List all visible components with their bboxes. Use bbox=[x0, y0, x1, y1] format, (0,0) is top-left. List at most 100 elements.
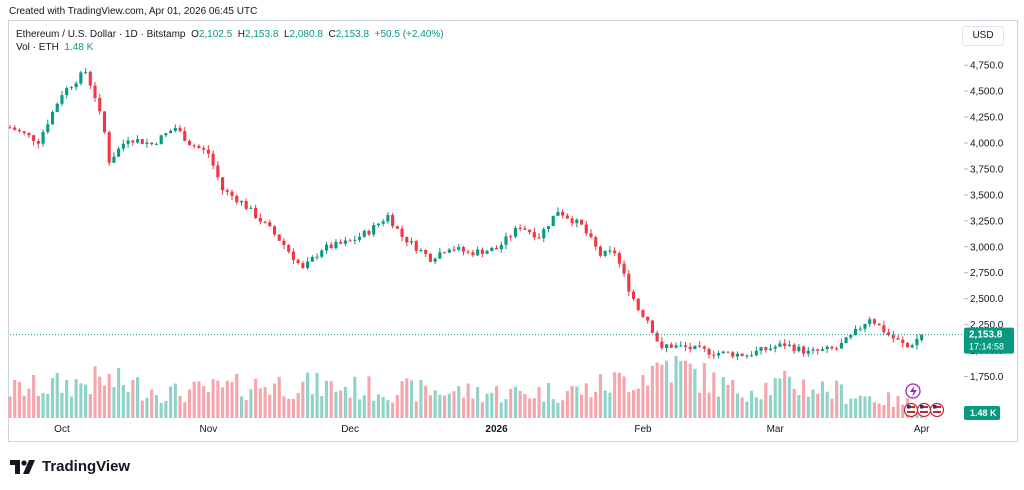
candle-body bbox=[518, 227, 522, 229]
volume-bar bbox=[665, 360, 669, 418]
candle-body bbox=[466, 251, 470, 253]
volume-bar bbox=[849, 398, 853, 418]
candle-body bbox=[887, 332, 891, 336]
volume-bar bbox=[135, 377, 140, 418]
volume-bar bbox=[646, 385, 650, 418]
candle-body bbox=[69, 87, 73, 89]
volume-bar bbox=[636, 388, 640, 418]
candle-body bbox=[646, 316, 650, 321]
candle-body bbox=[660, 341, 664, 349]
open-value: 2,102.5 bbox=[198, 29, 233, 40]
volume-bar bbox=[443, 395, 447, 418]
high-value: 2,153.8 bbox=[245, 29, 279, 40]
volume-bar bbox=[731, 380, 735, 418]
volume-bar bbox=[178, 395, 182, 418]
candle-body bbox=[202, 148, 206, 150]
candle-body bbox=[334, 241, 338, 249]
candle-body bbox=[400, 228, 404, 237]
price-tick-label: 4,250.0 bbox=[970, 113, 1004, 124]
time-axis-label: Feb bbox=[634, 424, 652, 435]
volume-bar bbox=[835, 380, 839, 418]
volume-bar bbox=[509, 388, 513, 418]
time-axis-label: 2026 bbox=[485, 424, 508, 435]
countdown-label: 17:14:58 bbox=[969, 342, 1004, 352]
candle-body bbox=[357, 236, 362, 240]
volume-bar bbox=[282, 396, 286, 418]
volume-bar bbox=[764, 382, 768, 418]
candle-body bbox=[353, 239, 357, 241]
price-tick-label: 3,000.0 bbox=[970, 242, 1004, 253]
volume-bar bbox=[187, 389, 192, 418]
volume-bar bbox=[84, 384, 88, 418]
candle-body bbox=[542, 228, 546, 239]
candle-body bbox=[868, 319, 872, 324]
volume-bar bbox=[542, 401, 546, 418]
volume-bar bbox=[627, 392, 631, 418]
current-volume-label: 1.48 K bbox=[970, 408, 997, 418]
candle-body bbox=[362, 231, 366, 237]
volume-bar bbox=[22, 395, 26, 418]
volume-bar bbox=[310, 394, 314, 418]
candle-body bbox=[140, 139, 144, 144]
volume-bar bbox=[159, 402, 163, 418]
price-tick-label: 3,250.0 bbox=[970, 216, 1004, 227]
candle-body bbox=[169, 130, 173, 134]
candle-body bbox=[221, 177, 225, 191]
tradingview-logo[interactable]: TradingView bbox=[10, 458, 130, 475]
flag-canton bbox=[907, 405, 911, 409]
candle-body bbox=[551, 215, 555, 227]
volume-bar bbox=[594, 391, 598, 418]
volume-bar bbox=[244, 400, 248, 418]
volume-bar bbox=[169, 386, 173, 418]
volume-bar bbox=[858, 395, 862, 418]
volume-bar bbox=[424, 385, 428, 418]
candle-body bbox=[820, 349, 825, 351]
candle-body bbox=[409, 241, 414, 243]
volume-bar bbox=[863, 396, 867, 418]
candle-body bbox=[17, 130, 22, 132]
currency-button[interactable]: USD bbox=[962, 26, 1004, 46]
candle-body bbox=[461, 247, 466, 252]
volume-bar bbox=[414, 401, 418, 418]
created-caption: Created with TradingView.com, Apr 01, 20… bbox=[9, 6, 258, 17]
candle-body bbox=[320, 250, 324, 257]
candle-body bbox=[759, 347, 763, 351]
volume-bar bbox=[721, 377, 725, 418]
volume-bar bbox=[494, 386, 499, 418]
volume-bar bbox=[65, 379, 69, 418]
time-axis-label: Mar bbox=[767, 424, 785, 435]
candle-body bbox=[712, 354, 716, 356]
volume-bar bbox=[55, 372, 59, 418]
open-label: O bbox=[191, 29, 199, 40]
volume-bar bbox=[400, 381, 404, 418]
volume-bar bbox=[36, 395, 40, 418]
candle-body bbox=[438, 252, 442, 259]
volume-bar bbox=[372, 400, 376, 418]
candle-body bbox=[811, 349, 815, 351]
candle-body bbox=[192, 145, 196, 147]
candle-body bbox=[324, 244, 329, 251]
volume-bar bbox=[820, 381, 825, 418]
candle-body bbox=[145, 142, 149, 144]
candle-body bbox=[55, 103, 59, 112]
volume-bar bbox=[622, 376, 626, 418]
volume-bar bbox=[688, 363, 692, 418]
volume-bar bbox=[712, 372, 716, 418]
candle-body bbox=[896, 338, 900, 340]
volume-bar bbox=[27, 388, 31, 418]
candle-body bbox=[603, 250, 607, 256]
candle-body bbox=[239, 201, 244, 203]
volume-bar bbox=[528, 398, 532, 418]
candle-body bbox=[244, 201, 248, 209]
candle-body bbox=[372, 225, 376, 235]
volume-bar bbox=[362, 395, 366, 418]
volume-bar bbox=[490, 392, 494, 418]
candle-body bbox=[655, 332, 659, 342]
price-tick-label: 3,750.0 bbox=[970, 164, 1004, 175]
volume-bar bbox=[315, 372, 319, 418]
candle-body bbox=[457, 247, 461, 250]
candle-body bbox=[135, 139, 140, 143]
volume-bar bbox=[754, 397, 758, 418]
candle-body bbox=[877, 323, 881, 326]
